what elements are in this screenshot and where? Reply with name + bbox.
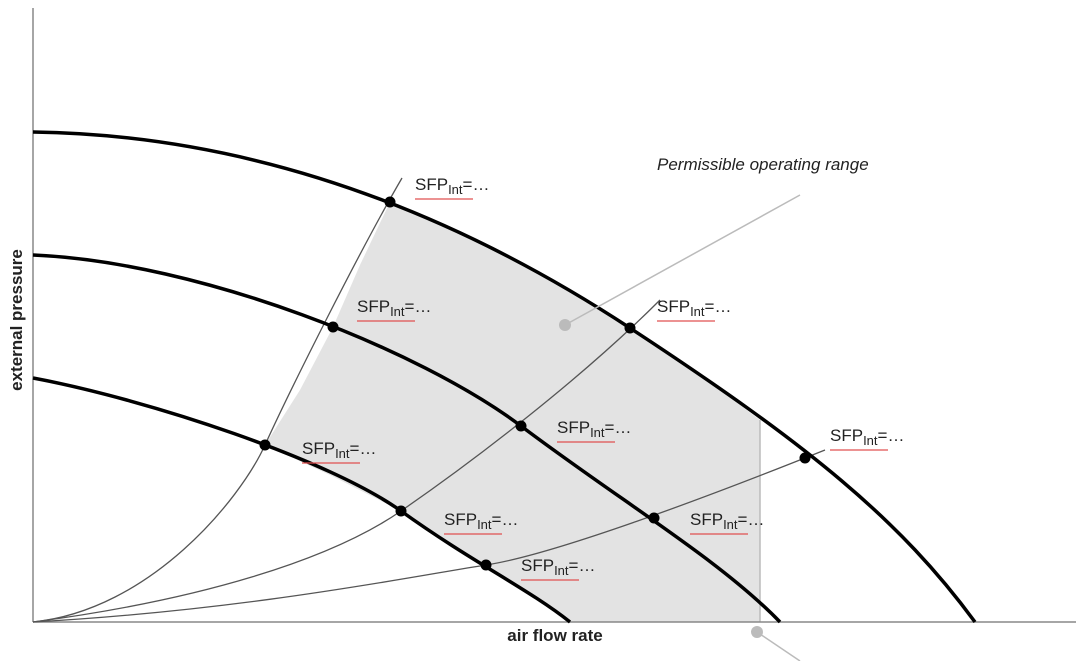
sfp-label: SFPInt=…: [444, 510, 518, 532]
sfp-label: SFPInt=…: [830, 426, 904, 448]
point: [515, 420, 527, 432]
leader-dot: [751, 626, 763, 638]
label-sub: Int: [390, 304, 405, 319]
label-tail: =…: [878, 426, 905, 445]
point: [395, 505, 407, 517]
sfp-label: SFPInt=…: [657, 297, 731, 319]
annotation: Permissible operating range: [657, 155, 869, 174]
label-tail: =…: [350, 439, 377, 458]
operating-range: [265, 202, 760, 622]
label-main: SFP: [521, 556, 554, 575]
label-tail: =…: [463, 175, 490, 194]
label-sub: Int: [690, 304, 705, 319]
label-tail: =…: [405, 297, 432, 316]
leader-line: [564, 194, 801, 326]
label-sub: Int: [448, 182, 463, 197]
point: [624, 322, 636, 334]
fan-curve: [32, 253, 782, 624]
label-main: SFP: [830, 426, 863, 445]
label-sub: Int: [477, 517, 492, 532]
point: [799, 452, 811, 464]
sfp-label: SFPInt=…: [521, 556, 595, 578]
label-main: SFP: [357, 297, 390, 316]
point: [480, 559, 492, 571]
operating-points: [259, 196, 811, 571]
label-tail: =…: [605, 418, 632, 437]
sfp-label: SFPInt=…: [302, 439, 376, 461]
fan-curve: [32, 130, 977, 624]
label-main: SFP: [657, 297, 690, 316]
fan-curve: [32, 376, 572, 624]
sfp-label: SFPInt=…: [557, 418, 631, 440]
sfp-label: SFPInt=…: [415, 175, 489, 197]
point: [327, 321, 339, 333]
label-main: SFP: [302, 439, 335, 458]
label-tail: =…: [705, 297, 732, 316]
point: [259, 439, 271, 451]
label-main: SFP: [557, 418, 590, 437]
label-main: SFP: [444, 510, 477, 529]
label-tail: =…: [738, 510, 765, 529]
leader-line: [756, 631, 801, 661]
label-sub: Int: [554, 563, 569, 578]
label-sub: Int: [863, 433, 878, 448]
leader-dot: [559, 319, 571, 331]
label-tail: =…: [569, 556, 596, 575]
label-main: SFP: [415, 175, 448, 194]
label-tail: =…: [492, 510, 519, 529]
label-sub: Int: [590, 425, 605, 440]
point: [648, 512, 660, 524]
label-sub: Int: [335, 446, 350, 461]
label-main: SFP: [690, 510, 723, 529]
sfp-label: SFPInt=…: [357, 297, 431, 319]
point: [384, 196, 396, 208]
sfp-label: SFPInt=…: [690, 510, 764, 532]
x-axis-label: air flow rate: [507, 626, 602, 645]
label-sub: Int: [723, 517, 738, 532]
y-axis-label: external pressure: [7, 249, 26, 391]
